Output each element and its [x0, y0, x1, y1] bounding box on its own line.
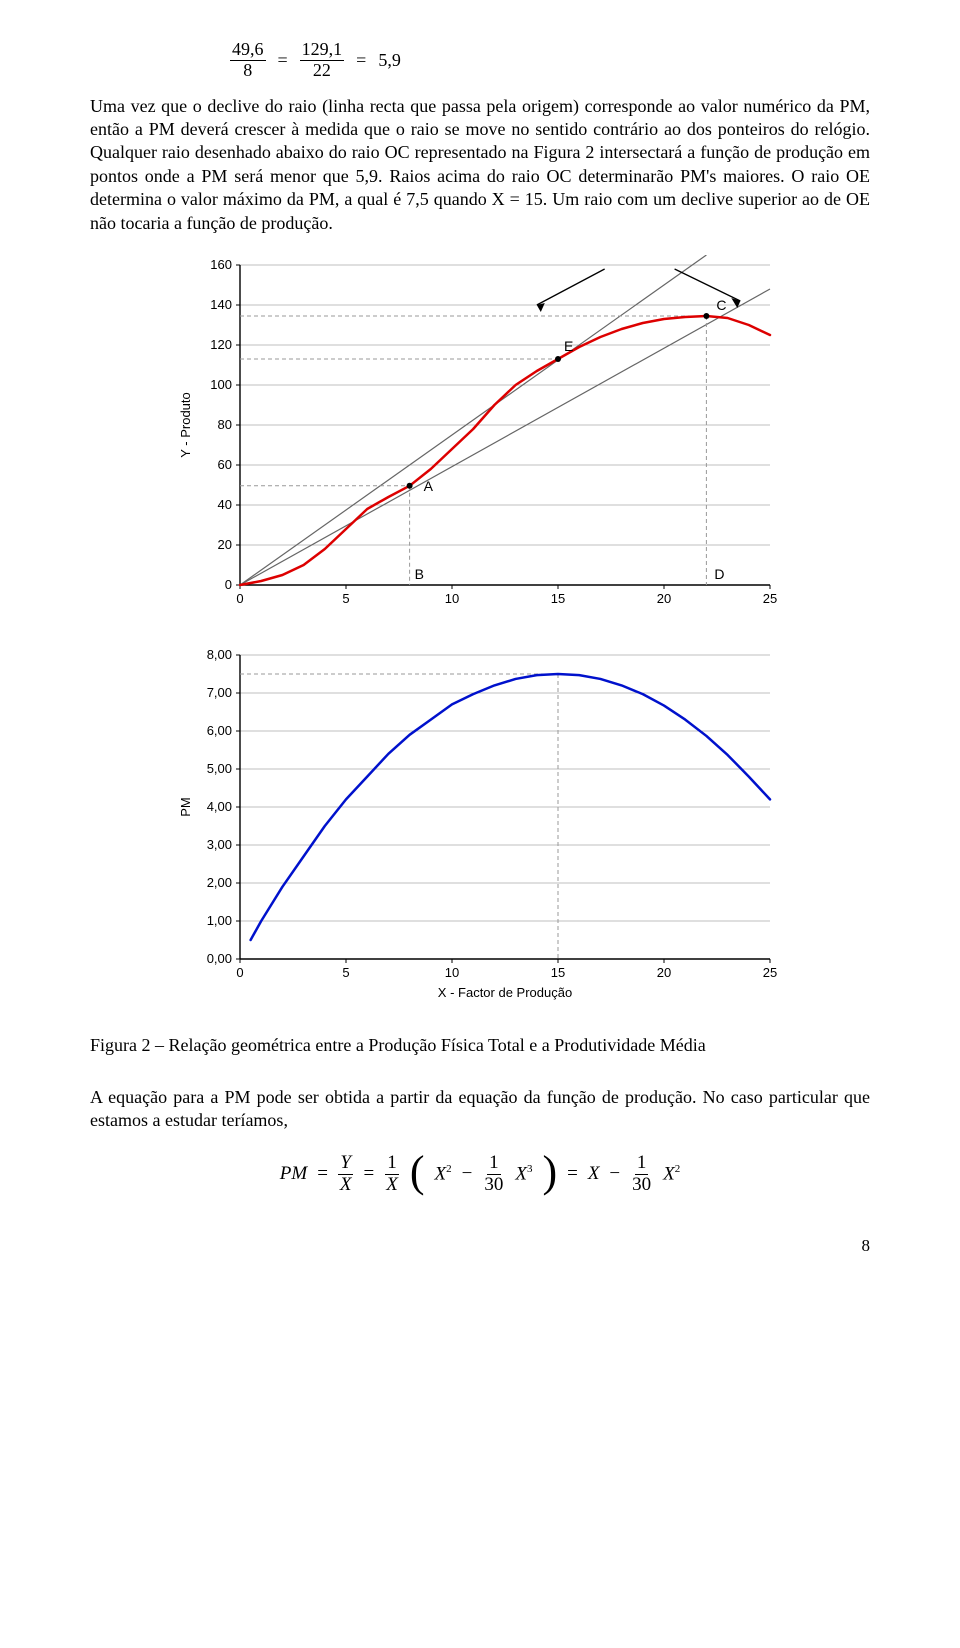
fraction-1: 49,6 8	[230, 40, 266, 81]
svg-text:80: 80	[218, 417, 232, 432]
X2-exp: 2	[446, 1163, 452, 1175]
svg-text:15: 15	[551, 591, 565, 606]
equals-2: =	[356, 50, 366, 71]
X2b-term: X2	[663, 1163, 680, 1185]
frac2-num: 129,1	[300, 40, 345, 61]
eq-sign-3: =	[567, 1163, 578, 1185]
svg-text:0,00: 0,00	[207, 951, 232, 966]
svg-text:40: 40	[218, 497, 232, 512]
svg-text:10: 10	[445, 965, 459, 980]
svg-text:0: 0	[225, 577, 232, 592]
svg-text:X - Factor de Produção: X - Factor de Produção	[438, 985, 572, 1000]
top-equation: 49,6 8 = 129,1 22 = 5,9	[90, 40, 870, 81]
svg-text:25: 25	[763, 965, 777, 980]
svg-text:C: C	[716, 297, 726, 313]
chart-1-container: 0 20 40 60 80 100 120 140 160 0 5 10 15 20 25 Raios A B E C…	[170, 255, 790, 615]
paragraph-1: Uma vez que o declive do raio (linha rec…	[90, 95, 870, 235]
svg-text:0: 0	[236, 965, 243, 980]
pm-lhs: PM	[280, 1163, 307, 1185]
svg-text:Y - Produto: Y - Produto	[178, 392, 193, 458]
svg-text:5: 5	[342, 591, 349, 606]
svg-text:1,00: 1,00	[207, 913, 232, 928]
svg-text:160: 160	[210, 257, 232, 272]
svg-text:10: 10	[445, 591, 459, 606]
frac-1-over-30-a: 1 30	[482, 1153, 505, 1196]
svg-text:5: 5	[342, 965, 349, 980]
frac-1-over-30-b: 1 30	[630, 1153, 653, 1196]
svg-text:140: 140	[210, 297, 232, 312]
paragraph-2: A equação para a PM pode ser obtida a pa…	[90, 1086, 870, 1133]
X2-term: X2	[435, 1163, 452, 1185]
frac2-den: 22	[311, 61, 333, 81]
frac1-num: 49,6	[230, 40, 266, 61]
svg-text:60: 60	[218, 457, 232, 472]
svg-text:15: 15	[551, 965, 565, 980]
page-number: 8	[90, 1236, 870, 1256]
svg-text:4,00: 4,00	[207, 799, 232, 814]
X2b-base: X	[663, 1163, 675, 1184]
svg-text:B: B	[415, 566, 424, 582]
svg-text:Raios: Raios	[614, 255, 650, 256]
frac1-den: 8	[241, 61, 254, 81]
svg-text:0: 0	[236, 591, 243, 606]
svg-text:D: D	[714, 566, 724, 582]
svg-text:20: 20	[657, 965, 671, 980]
svg-text:E: E	[564, 338, 573, 354]
one-num-a: 1	[487, 1153, 501, 1175]
X2-base: X	[435, 1163, 447, 1184]
svg-text:20: 20	[218, 537, 232, 552]
paren-open: (	[410, 1157, 425, 1188]
eq-sign-1: =	[317, 1163, 328, 1185]
minus-1: −	[462, 1163, 473, 1185]
svg-text:5,00: 5,00	[207, 761, 232, 776]
svg-text:A: A	[424, 478, 434, 494]
frac-Y-over-X: Y X	[338, 1153, 354, 1196]
svg-text:7,00: 7,00	[207, 685, 232, 700]
thirty-den-a: 30	[482, 1175, 505, 1196]
X3-exp: 3	[527, 1163, 533, 1175]
svg-text:8,00: 8,00	[207, 647, 232, 662]
chart-2-container: 0,00 1,00 2,00 3,00 4,00 5,00 6,00 7,00 8,00 0 5 10…	[170, 645, 790, 1005]
svg-text:25: 25	[763, 591, 777, 606]
one-num: 1	[385, 1153, 399, 1175]
figure-2-caption: Figura 2 – Relação geométrica entre a Pr…	[90, 1035, 870, 1056]
result: 5,9	[378, 50, 401, 71]
X-den2: X	[384, 1175, 400, 1196]
fraction-2: 129,1 22	[300, 40, 345, 81]
X3-base: X	[515, 1163, 527, 1184]
svg-text:100: 100	[210, 377, 232, 392]
Y-num: Y	[338, 1153, 353, 1175]
X-linear: X	[588, 1163, 600, 1185]
X2b-exp: 2	[675, 1163, 681, 1175]
one-num-b: 1	[635, 1153, 649, 1175]
X-den: X	[338, 1175, 354, 1196]
svg-text:120: 120	[210, 337, 232, 352]
svg-text:20: 20	[657, 591, 671, 606]
chart-2-svg: 0,00 1,00 2,00 3,00 4,00 5,00 6,00 7,00 8,00 0 5 10…	[170, 645, 790, 1005]
svg-text:6,00: 6,00	[207, 723, 232, 738]
thirty-den-b: 30	[630, 1175, 653, 1196]
paren-close: )	[542, 1157, 557, 1188]
svg-text:2,00: 2,00	[207, 875, 232, 890]
equals-1: =	[278, 50, 288, 71]
frac-1-over-X: 1 X	[384, 1153, 400, 1196]
X3-term: X3	[515, 1163, 532, 1185]
minus-2: −	[609, 1163, 620, 1185]
svg-text:PM: PM	[178, 797, 193, 817]
bottom-equation: PM = Y X = 1 X ( X2 − 1 30 X3 ) = X − 1 …	[90, 1153, 870, 1196]
eq-sign-2: =	[364, 1163, 375, 1185]
chart-1-svg: 0 20 40 60 80 100 120 140 160 0 5 10 15 20 25 Raios A B E C…	[170, 255, 790, 615]
svg-text:3,00: 3,00	[207, 837, 232, 852]
